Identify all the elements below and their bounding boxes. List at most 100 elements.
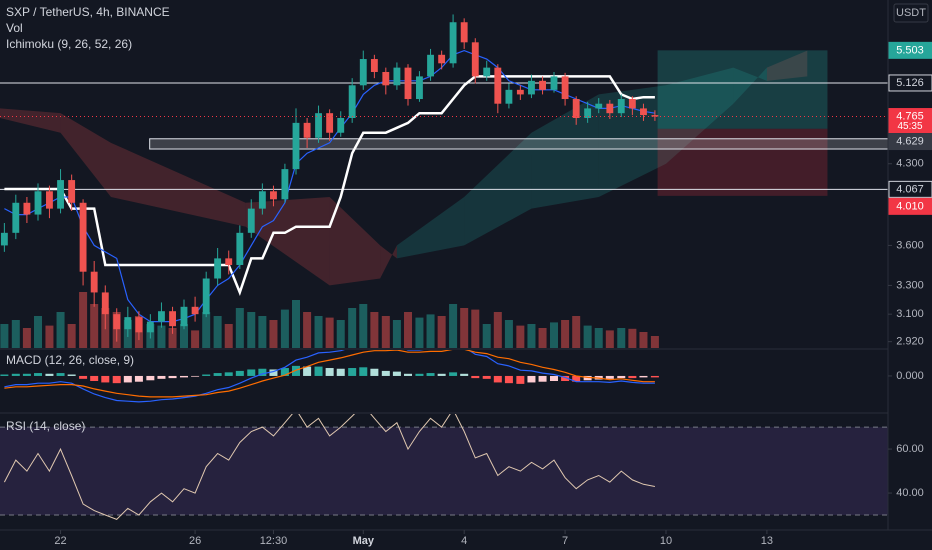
ichimoku-cloud bbox=[380, 245, 397, 279]
macd-histogram bbox=[359, 367, 368, 376]
volume-bar bbox=[404, 312, 413, 348]
rsi-band bbox=[0, 427, 888, 516]
candle-body bbox=[180, 306, 188, 327]
macd-histogram bbox=[482, 375, 491, 379]
volume-bar bbox=[594, 328, 603, 348]
volume-bar bbox=[639, 332, 648, 348]
ichimoku-cloud bbox=[111, 142, 246, 227]
volume-bar bbox=[516, 325, 525, 348]
macd-line bbox=[4, 350, 655, 403]
macd-histogram bbox=[34, 373, 43, 376]
candle-body bbox=[494, 67, 502, 104]
x-tick-label: 22 bbox=[54, 535, 66, 547]
candle-body bbox=[651, 115, 659, 117]
price-tag-label: 5.503 bbox=[896, 44, 924, 56]
y-tick-label: 0.000 bbox=[896, 370, 924, 382]
volume-bar bbox=[583, 325, 592, 348]
candle-body bbox=[337, 117, 345, 133]
volume-bar bbox=[538, 328, 547, 348]
candle-body bbox=[404, 67, 412, 100]
kijun-line bbox=[4, 75, 655, 296]
candle-body bbox=[191, 306, 199, 315]
ichimoku-cloud bbox=[531, 94, 599, 209]
macd-histogram bbox=[22, 373, 31, 376]
candle-body bbox=[46, 191, 53, 209]
macd-histogram bbox=[0, 374, 9, 376]
macd-histogram bbox=[493, 375, 502, 383]
macd-histogram bbox=[134, 375, 143, 382]
candle-body bbox=[57, 180, 64, 209]
candle-body bbox=[359, 59, 367, 86]
macd-histogram bbox=[370, 368, 379, 376]
volume-bar bbox=[325, 317, 334, 348]
candle-body bbox=[225, 258, 233, 265]
candle-body bbox=[68, 180, 76, 203]
price-tag bbox=[888, 197, 932, 215]
volume-bar bbox=[314, 316, 323, 348]
candle-body bbox=[640, 108, 647, 116]
volume-bar bbox=[336, 320, 345, 348]
ichimoku-cloud bbox=[0, 108, 61, 133]
y-tick-label: 40.00 bbox=[896, 487, 924, 499]
tenkan-line bbox=[4, 49, 655, 323]
candle-body bbox=[202, 278, 210, 315]
volume-bar bbox=[67, 324, 76, 348]
candle-body bbox=[281, 169, 289, 200]
volume-bar bbox=[572, 316, 581, 348]
price-tag bbox=[888, 133, 932, 151]
ichimoku-cloud bbox=[666, 67, 734, 164]
macd-histogram bbox=[280, 368, 289, 376]
x-tick-label: 7 bbox=[562, 535, 568, 547]
volume-bar bbox=[549, 322, 558, 348]
macd-histogram bbox=[583, 375, 592, 381]
y-tick-label: 2.920 bbox=[896, 336, 924, 348]
price-tag-label: 5.126 bbox=[896, 77, 924, 89]
candle-body bbox=[550, 76, 558, 90]
macd-histogram bbox=[504, 375, 513, 384]
volume-bar bbox=[213, 316, 222, 348]
volume-bar bbox=[269, 320, 278, 348]
ichimoku-cloud bbox=[766, 50, 808, 81]
volume-bar bbox=[11, 320, 20, 348]
candle-body bbox=[34, 191, 42, 215]
rsi-legend: RSI (14, close) bbox=[6, 419, 85, 433]
candle-body bbox=[449, 22, 457, 64]
macd-histogram bbox=[426, 373, 435, 376]
x-tick-label: 12:30 bbox=[260, 535, 288, 547]
volume-bar bbox=[628, 328, 637, 348]
volume-bar bbox=[527, 324, 536, 348]
position-target bbox=[657, 50, 828, 129]
candle-body bbox=[427, 54, 434, 77]
volume-bar bbox=[90, 304, 99, 348]
currency[interactable]: USDT bbox=[896, 7, 926, 19]
currency-box[interactable] bbox=[893, 3, 929, 23]
candle-body bbox=[505, 89, 513, 104]
candle-body bbox=[124, 317, 132, 330]
volume-bar bbox=[202, 312, 211, 348]
candle-body bbox=[236, 232, 244, 265]
volume-bar bbox=[381, 316, 390, 348]
candle-body bbox=[303, 122, 311, 138]
position-stop bbox=[657, 128, 828, 196]
candle-body bbox=[270, 191, 277, 200]
macd-histogram bbox=[605, 375, 614, 379]
macd-histogram bbox=[516, 375, 525, 384]
macd-histogram bbox=[381, 370, 390, 376]
volume-bar bbox=[56, 312, 65, 348]
macd-histogram bbox=[45, 373, 54, 376]
macd-histogram bbox=[224, 372, 233, 376]
chart-title: SXP / TetherUS, 4h, BINANCE bbox=[6, 5, 170, 19]
macd-histogram bbox=[258, 368, 267, 376]
macd-histogram bbox=[11, 373, 20, 376]
macd-histogram bbox=[79, 375, 88, 379]
candle-body bbox=[561, 76, 569, 100]
macd-histogram bbox=[191, 375, 200, 377]
candle-body bbox=[326, 113, 334, 133]
y-tick-label: 60.00 bbox=[896, 443, 924, 455]
candle-body bbox=[135, 317, 143, 333]
candle-body bbox=[460, 22, 468, 43]
candle-body bbox=[539, 80, 546, 90]
candle-body bbox=[258, 191, 266, 209]
price-tag-label: 4.067 bbox=[896, 183, 924, 195]
